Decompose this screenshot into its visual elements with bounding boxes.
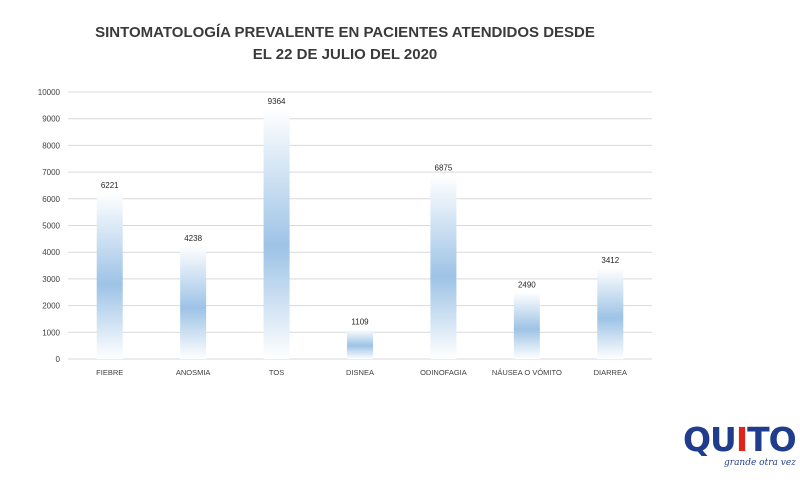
chart-title-line-2: EL 22 DE JULIO DEL 2020 bbox=[252, 46, 438, 63]
y-tick-label: 6000 bbox=[42, 195, 60, 204]
bar bbox=[597, 267, 624, 359]
data-label: 6875 bbox=[435, 163, 453, 172]
bar bbox=[513, 292, 540, 359]
quito-logo: QUITO grande otra vez bbox=[680, 420, 797, 480]
gridlines bbox=[68, 91, 652, 360]
data-label: 2490 bbox=[518, 281, 536, 290]
x-tick-label: DISNEA bbox=[346, 368, 374, 377]
logo-wordmark: QUITO bbox=[683, 420, 797, 459]
data-label: 3412 bbox=[601, 256, 619, 265]
data-labels: 6221 4238 9364 1109 6875 2490 3412 bbox=[101, 97, 620, 326]
data-label: 6221 bbox=[101, 181, 119, 190]
y-tick-label: 10000 bbox=[38, 88, 61, 97]
data-label: 1109 bbox=[351, 317, 369, 326]
bars bbox=[96, 108, 624, 359]
y-tick-label: 3000 bbox=[42, 275, 60, 284]
bar bbox=[180, 245, 207, 359]
logo-slogan: grande otra vez bbox=[724, 458, 796, 468]
chart-title-line-1: SINTOMATOLOGÍA PREVALENTE EN PACIENTES A… bbox=[95, 24, 595, 41]
bar bbox=[96, 192, 123, 359]
x-tick-label: DIARREA bbox=[594, 368, 627, 377]
bar bbox=[430, 175, 457, 359]
y-tick-label: 2000 bbox=[42, 302, 60, 311]
y-axis-ticks: 0 1000 2000 3000 4000 5000 6000 7000 8000 9000 100… bbox=[38, 88, 61, 364]
y-tick-label: 5000 bbox=[42, 222, 60, 231]
y-tick-label: 1000 bbox=[42, 328, 60, 337]
bar bbox=[263, 108, 290, 359]
chart-title: SINTOMATOLOGÍA PREVALENTE EN PACIENTES A… bbox=[95, 22, 595, 66]
data-label: 4238 bbox=[184, 234, 202, 243]
y-tick-label: 9000 bbox=[42, 115, 60, 124]
x-tick-label: NÁUSEA O VÓMITO bbox=[492, 368, 562, 377]
x-tick-label: FIEBRE bbox=[96, 368, 123, 377]
x-tick-label: ANOSMIA bbox=[176, 368, 211, 377]
x-axis-ticks: FIEBRE ANOSMIA TOS DISNEA ODINOFAGIA NÁUSEA O… bbox=[96, 368, 627, 377]
y-tick-label: 8000 bbox=[42, 141, 60, 150]
data-label: 9364 bbox=[268, 97, 286, 106]
y-tick-label: 4000 bbox=[42, 248, 60, 257]
x-tick-label: TOS bbox=[269, 368, 284, 377]
x-tick-label: ODINOFAGIA bbox=[420, 368, 467, 377]
y-tick-label: 7000 bbox=[42, 168, 60, 177]
y-tick-label: 0 bbox=[56, 355, 61, 364]
bar bbox=[347, 329, 373, 359]
